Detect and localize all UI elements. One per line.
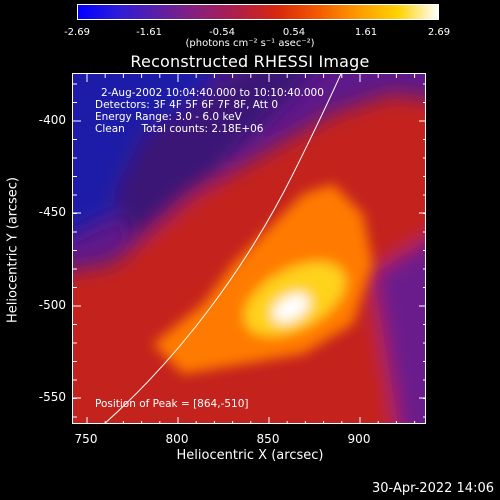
dark-band (113, 74, 313, 264)
rhessi-image (73, 74, 425, 423)
x-tick-label: 800 (165, 432, 189, 446)
y-axis-label: Heliocentric Y (arcsec) (5, 177, 21, 323)
footer-timestamp: 30-Apr-2022 14:06 (372, 481, 494, 496)
y-tick-label: -450 (38, 205, 66, 219)
info-time-range: 2-Aug-2002 10:04:40.000 to 10:10:40.000 (101, 87, 324, 99)
y-tick-label: -400 (38, 113, 66, 127)
colorbar-tick: -2.69 (64, 27, 90, 38)
colorbar-tick: -0.54 (209, 27, 235, 38)
white-peak (272, 293, 310, 323)
colorbar-unit-label: (photons cm⁻² s⁻¹ asec⁻²) (185, 38, 315, 49)
colorbar-tick: 2.69 (427, 27, 451, 38)
y-tick-label: -500 (38, 298, 66, 312)
axis-ticks (73, 74, 425, 423)
solar-limb (104, 74, 342, 423)
peak-position: Position of Peak = [864,-510] (95, 398, 249, 410)
info-counts: Clean Total counts: 2.18E+06 (95, 123, 264, 135)
colorbar-tick: 0.54 (282, 27, 306, 38)
y-tick-label: -550 (38, 390, 66, 404)
plot-title: Reconstructed RHESSI Image (130, 52, 370, 71)
colorbar-tick: 1.61 (354, 27, 378, 38)
x-tick-label: 850 (256, 432, 280, 446)
info-detectors: Detectors: 3F 4F 5F 6F 7F 8F, Att 0 (95, 99, 279, 111)
x-tick-label: 750 (74, 432, 98, 446)
outer-purple (373, 241, 425, 423)
info-energy-range: Energy Range: 3.0 - 6.0 keV (95, 111, 242, 123)
colorbar-tick: -1.61 (136, 27, 162, 38)
image-plot: 2-Aug-2002 10:04:40.000 to 10:10:40.000 … (72, 73, 426, 424)
colorbar (77, 4, 439, 20)
x-axis-label: Heliocentric X (arcsec) (176, 448, 324, 463)
orange-region (153, 184, 373, 374)
x-tick-label: 900 (347, 432, 371, 446)
